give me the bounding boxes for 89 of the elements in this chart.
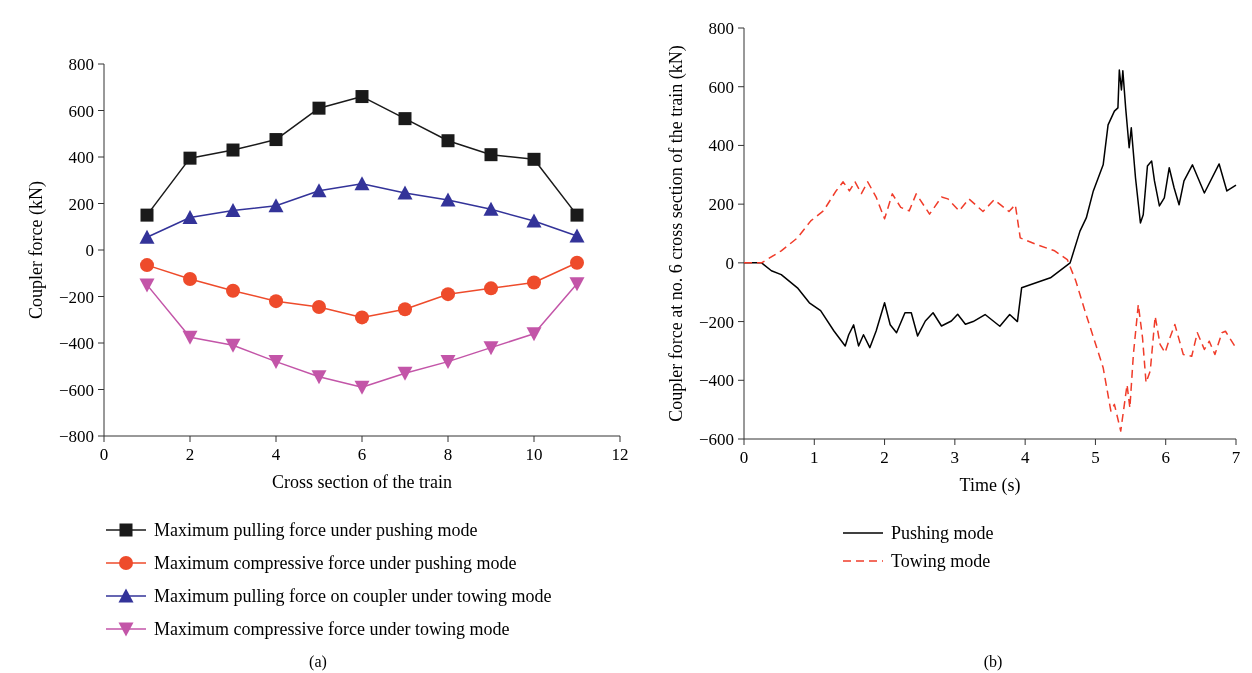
point xyxy=(398,112,412,126)
point xyxy=(312,101,326,115)
legend-label: Maximum pulling force under pushing mode xyxy=(154,520,478,540)
legend-label: Maximum pulling force on coupler under towing mode xyxy=(154,586,552,606)
point xyxy=(139,229,155,244)
point xyxy=(527,275,541,290)
point xyxy=(483,201,499,216)
point xyxy=(140,258,154,273)
point xyxy=(226,283,240,298)
x-tick-label: 7 xyxy=(1231,448,1241,467)
y-tick-label: 0 xyxy=(85,241,94,260)
y-tick-label: −600 xyxy=(58,380,94,400)
legend-label: Maximum compressive force under towing mode xyxy=(154,619,510,639)
x-tick-label: 12 xyxy=(611,445,629,464)
y-tick-label: 800 xyxy=(708,19,734,38)
text: (b) xyxy=(983,653,1003,671)
y-tick-label: 800 xyxy=(68,55,94,74)
legend-label: Pushing mode xyxy=(891,523,994,543)
x-tick-label: 2 xyxy=(880,448,889,467)
point xyxy=(312,299,326,314)
point xyxy=(484,281,498,296)
point xyxy=(268,198,284,213)
x-tick-label: 0 xyxy=(99,445,109,464)
y-tick-label: 600 xyxy=(68,101,94,121)
point xyxy=(483,341,499,356)
x-tick-label: 6 xyxy=(1161,448,1170,467)
y-tick-label: 600 xyxy=(708,77,734,97)
point xyxy=(183,151,197,165)
y-tick-label: 0 xyxy=(725,253,734,273)
y-tick-label: −200 xyxy=(58,287,94,307)
point xyxy=(354,176,370,191)
y-tick-label: 200 xyxy=(68,194,94,214)
point xyxy=(397,185,413,200)
legend-label: Maximum compressive force under pushing mode xyxy=(154,553,517,573)
y-tick-label: −600 xyxy=(698,430,734,449)
point xyxy=(570,255,584,270)
x-tick-label: 1 xyxy=(810,448,819,467)
point xyxy=(397,366,413,381)
point xyxy=(527,152,541,166)
point xyxy=(569,228,585,243)
point xyxy=(569,277,585,292)
point xyxy=(311,183,327,198)
x-tick-label: 10 xyxy=(525,445,543,464)
y-tick-label: 400 xyxy=(708,136,734,156)
point xyxy=(225,338,241,353)
point xyxy=(526,327,542,342)
point xyxy=(268,355,284,370)
x-tick-label: 4 xyxy=(271,445,281,464)
point xyxy=(269,133,283,147)
point xyxy=(355,310,369,325)
point xyxy=(441,287,455,302)
point xyxy=(311,370,327,385)
point xyxy=(440,355,456,370)
x-tick-label: 5 xyxy=(1091,448,1100,467)
text: (a) xyxy=(309,653,327,671)
y-tick-label: 400 xyxy=(68,148,94,167)
x-tick-label: 3 xyxy=(950,448,960,467)
point xyxy=(183,272,197,287)
point xyxy=(355,90,369,104)
point xyxy=(398,302,412,317)
point xyxy=(440,192,456,207)
x-tick-label: 8 xyxy=(443,445,453,464)
x-axis-title: Cross section of the train xyxy=(272,472,452,492)
point xyxy=(484,148,498,162)
point xyxy=(225,202,241,217)
point xyxy=(182,330,198,345)
legend-label: Towing mode xyxy=(891,551,991,571)
y-axis-title: Coupler force (kN) xyxy=(26,181,47,319)
y-tick-label: −400 xyxy=(698,371,734,391)
point xyxy=(269,294,283,309)
y-tick-label: −400 xyxy=(58,334,94,353)
x-tick-label: 4 xyxy=(1020,448,1030,467)
point xyxy=(226,143,240,157)
point xyxy=(139,278,155,293)
y-tick-label: −200 xyxy=(698,312,734,332)
x-tick-label: 0 xyxy=(739,448,749,467)
point xyxy=(140,208,154,222)
point xyxy=(570,208,584,222)
x-axis-title: Time (s) xyxy=(959,475,1021,496)
point xyxy=(354,380,370,395)
point xyxy=(441,134,455,148)
point xyxy=(526,213,542,228)
line-series xyxy=(743,181,1237,432)
y-tick-label: −800 xyxy=(58,427,94,446)
y-tick-label: 200 xyxy=(708,195,734,215)
point xyxy=(182,209,198,224)
x-tick-label: 6 xyxy=(357,445,367,464)
y-axis-title: Coupler force at no. 6 cross section of the train (kN) xyxy=(666,45,687,422)
x-tick-label: 2 xyxy=(185,445,195,464)
